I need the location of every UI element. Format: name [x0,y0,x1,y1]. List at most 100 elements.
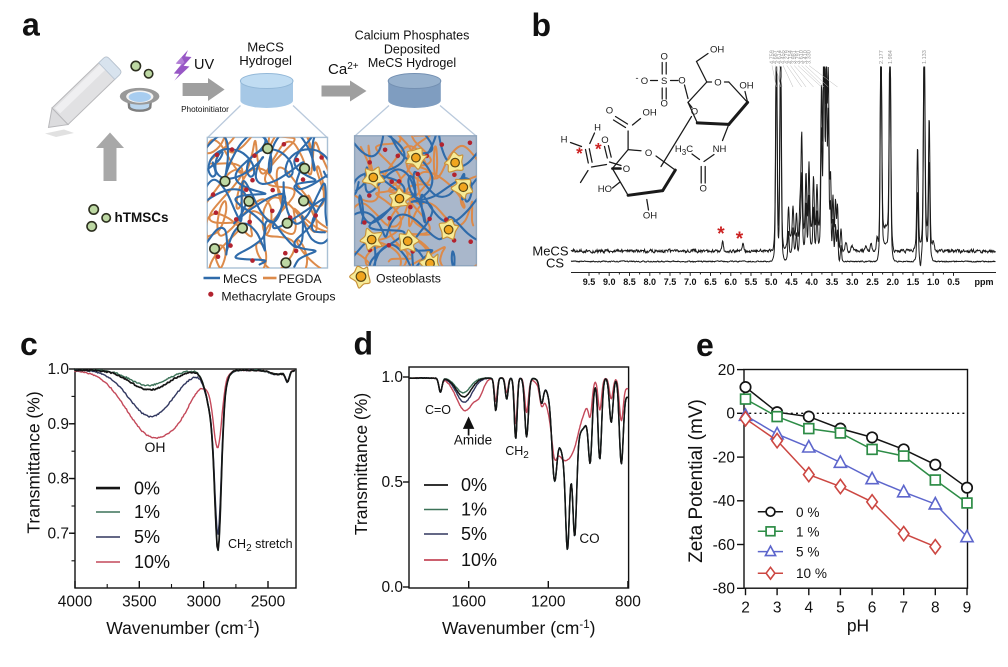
svg-text:5%: 5% [461,524,487,544]
svg-text:OH: OH [739,81,753,92]
svg-text:O: O [606,106,613,117]
svg-text:2.0: 2.0 [886,277,899,287]
svg-text:NH: NH [713,144,727,155]
svg-text:e: e [696,327,714,363]
svg-text:0 %: 0 % [796,505,819,520]
svg-text:OH: OH [643,211,657,222]
svg-text:4.687: 4.687 [773,50,779,64]
svg-text:d: d [354,326,374,362]
svg-text:9.5: 9.5 [583,277,596,287]
svg-text:-60: -60 [713,537,736,554]
svg-text:Photoinitiator: Photoinitiator [181,105,229,114]
svg-text:3.0: 3.0 [846,277,859,287]
svg-text:S: S [661,76,667,87]
svg-text:5.5: 5.5 [745,277,758,287]
svg-text:Methacrylate Groups: Methacrylate Groups [221,290,335,304]
svg-text:OH: OH [643,108,657,119]
svg-text:2: 2 [741,600,750,617]
svg-text:1.0: 1.0 [927,277,940,287]
svg-text:Transmittance (%): Transmittance (%) [24,391,44,533]
svg-text:CH2: CH2 [505,444,529,461]
svg-text:ppm: ppm [975,277,994,287]
svg-text:2.177: 2.177 [879,50,885,64]
svg-text:OH: OH [145,439,166,455]
svg-text:1%: 1% [134,502,160,522]
svg-text:*: * [576,144,583,163]
svg-text:3.410: 3.410 [803,50,809,64]
svg-text:1.0: 1.0 [47,361,69,378]
svg-text:CS: CS [546,256,564,271]
svg-text:0: 0 [726,406,735,423]
svg-text:0.9: 0.9 [47,416,69,433]
svg-text:4000: 4000 [58,594,93,611]
svg-text:O: O [645,148,652,159]
svg-text:0%: 0% [134,478,160,498]
svg-text:5%: 5% [134,527,160,547]
svg-text:3.791: 3.791 [795,50,801,64]
svg-text:O: O [641,76,648,87]
svg-text:Deposited: Deposited [384,42,440,56]
svg-text:9: 9 [963,600,972,617]
svg-text:O: O [601,135,608,146]
svg-text:1.5: 1.5 [907,277,920,287]
svg-text:10%: 10% [134,552,170,572]
svg-text:H3C: H3C [675,144,693,157]
svg-text:CH2 stretch: CH2 stretch [228,537,293,554]
svg-text:8: 8 [931,600,940,617]
svg-text:O: O [700,184,707,195]
svg-text:a: a [22,7,40,43]
svg-text:O: O [661,52,668,63]
svg-text:20: 20 [718,362,736,379]
svg-text:6.5: 6.5 [704,277,717,287]
svg-text:Amide: Amide [454,433,492,448]
svg-text:1600: 1600 [451,594,486,611]
svg-text:Wavenumber (cm-1): Wavenumber (cm-1) [442,618,596,638]
svg-text:4.0: 4.0 [805,277,818,287]
svg-text:-80: -80 [713,581,736,598]
svg-text:H: H [594,123,601,134]
svg-text:9.0: 9.0 [603,277,616,287]
svg-text:Osteoblasts: Osteoblasts [376,272,441,286]
svg-text:2500: 2500 [251,594,286,611]
svg-text:0.0: 0.0 [381,579,403,596]
svg-text:CO: CO [579,531,599,546]
svg-text:*: * [717,224,725,245]
svg-text:O: O [678,76,685,87]
svg-text:MeCS Hydrogel: MeCS Hydrogel [368,56,456,70]
svg-text:c: c [20,326,38,362]
svg-text:4.759: 4.759 [770,50,776,64]
svg-text:O: O [691,107,698,118]
svg-text:0.5: 0.5 [947,277,960,287]
svg-text:O: O [661,99,668,110]
svg-text:MeCS: MeCS [532,244,568,259]
svg-text:6: 6 [868,600,877,617]
svg-text:*: * [595,140,602,159]
svg-text:0%: 0% [461,475,487,495]
svg-text:hTMSCs: hTMSCs [115,210,169,225]
svg-text:10 %: 10 % [796,566,827,581]
svg-text:4.455: 4.455 [781,50,787,64]
svg-text:UV: UV [194,57,214,73]
svg-text:H: H [561,135,568,146]
svg-text:-: - [636,73,639,83]
svg-text:3.981: 3.981 [792,50,798,64]
svg-text:7: 7 [899,600,908,617]
svg-text:1%: 1% [461,500,487,520]
svg-text:5: 5 [836,600,845,617]
svg-text:Zeta Potential (mV): Zeta Potential (mV) [686,399,707,563]
svg-text:b: b [532,7,552,43]
svg-text:3: 3 [773,600,782,617]
svg-text:8.0: 8.0 [643,277,656,287]
svg-text:5 %: 5 % [796,545,819,560]
svg-text:-20: -20 [713,449,736,466]
svg-text:MeCS: MeCS [247,40,284,55]
svg-text:1.984: 1.984 [888,50,894,64]
svg-text:3500: 3500 [122,594,157,611]
svg-text:1.133: 1.133 [922,50,928,64]
svg-text:Calcium Phosphates: Calcium Phosphates [355,29,470,43]
svg-text:3.5: 3.5 [826,277,839,287]
svg-text:pH: pH [847,616,869,636]
svg-text:4: 4 [804,600,813,617]
svg-text:Wavenumber (cm-1): Wavenumber (cm-1) [106,618,260,638]
svg-text:7.0: 7.0 [684,277,697,287]
